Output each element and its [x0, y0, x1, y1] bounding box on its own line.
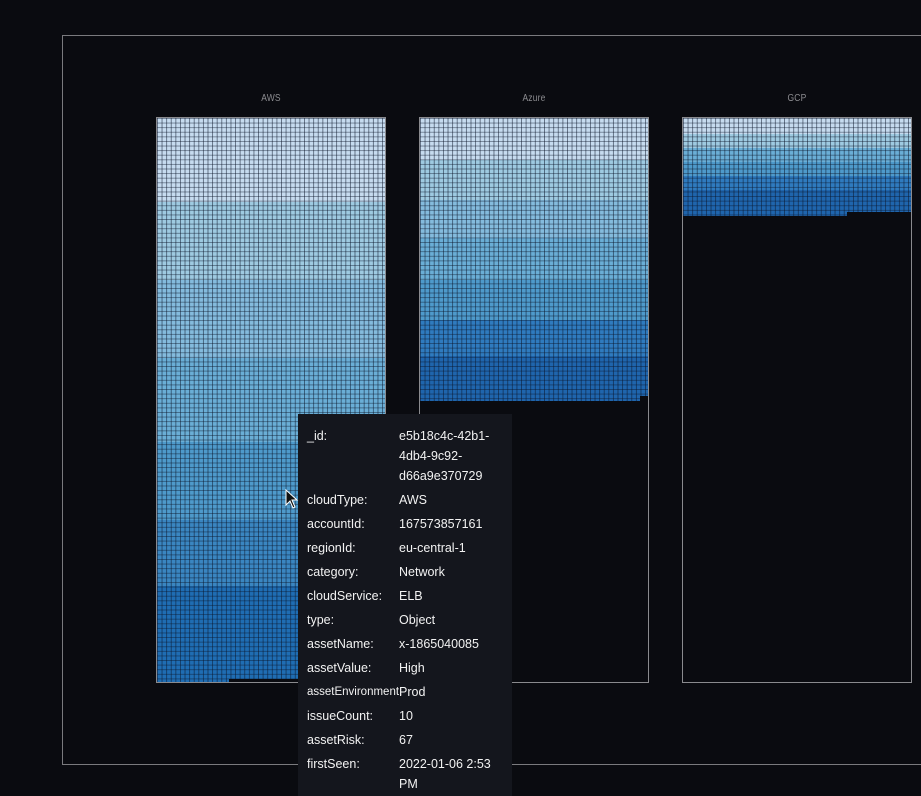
waffle-band[interactable] — [157, 202, 385, 280]
waffle-band[interactable] — [683, 176, 911, 190]
tooltip: _id: e5b18c4c-42b1- 4db4-9c92- d66a9e37072… — [298, 414, 512, 796]
tooltip-key: assetValue: — [307, 661, 372, 675]
waffle-band[interactable] — [420, 160, 648, 200]
tooltip-key: cloudType: — [307, 493, 368, 507]
tooltip-key: cloudService: — [307, 589, 383, 603]
tooltip-key: issueCount: — [307, 709, 374, 723]
tooltip-key: firstSeen: — [307, 757, 360, 771]
waffle-band[interactable] — [420, 356, 648, 401]
tooltip-row: accountId: 167573857161 — [307, 514, 504, 534]
tooltip-row: firstSeen: 2022-01-06 2:53 PM — [307, 754, 504, 794]
waffle-band[interactable] — [683, 118, 911, 134]
tooltip-key: regionId: — [307, 541, 356, 555]
waffle-band[interactable] — [420, 280, 648, 320]
tooltip-key: assetName: — [307, 637, 374, 651]
waffle-band[interactable] — [420, 118, 648, 160]
tooltip-key: accountId: — [307, 517, 365, 531]
tooltip-key: assetEnvironment: — [307, 686, 403, 698]
waffle-band[interactable] — [157, 118, 385, 202]
tooltip-value: 67 — [399, 733, 413, 747]
facet-title-gcp: GCP — [787, 93, 807, 104]
tooltip-value: 10 — [399, 709, 413, 723]
tooltip-key: assetRisk: — [307, 733, 365, 747]
tooltip-value: e5b18c4c-42b1- 4db4-9c92- d66a9e370729 — [399, 429, 490, 483]
tooltip-key: _id: — [307, 429, 328, 443]
tooltip-row: type: Object — [307, 610, 504, 630]
tooltip-value: Object — [399, 613, 436, 627]
tooltip-row: assetName: x-1865040085 — [307, 634, 504, 654]
tooltip-row: issueCount: 10 — [307, 706, 504, 726]
waffle-band[interactable] — [683, 134, 911, 148]
tooltip-row: _id: e5b18c4c-42b1- 4db4-9c92- d66a9e37072… — [307, 426, 504, 486]
tooltip-value: AWS — [399, 493, 428, 507]
waffle-partial-row — [847, 212, 911, 216]
tooltip-value: 167573857161 — [399, 517, 483, 531]
tooltip-row: assetRisk: 67 — [307, 730, 504, 750]
tooltip-key: category: — [307, 565, 359, 579]
waffle-band[interactable] — [420, 238, 648, 280]
mouse-cursor-icon — [285, 489, 299, 509]
tooltip-value: Network — [399, 565, 445, 579]
waffle-band[interactable] — [157, 280, 385, 358]
tooltip-value: eu-central-1 — [399, 541, 466, 555]
tooltip-row: assetValue: High — [307, 658, 504, 678]
waffle-band[interactable] — [683, 148, 911, 162]
facet-title-aws: AWS — [261, 93, 281, 104]
tooltip-row: cloudType: AWS — [307, 490, 504, 510]
tooltip-value: ELB — [399, 589, 423, 603]
waffle-partial-row — [640, 396, 648, 401]
waffle-band[interactable] — [420, 200, 648, 238]
tooltip-value: x-1865040085 — [399, 637, 479, 651]
tooltip-row: cloudService: ELB — [307, 586, 504, 606]
tooltip-value: High — [399, 661, 425, 675]
waffle-band[interactable] — [420, 320, 648, 356]
waffle-band[interactable] — [683, 162, 911, 176]
tooltip-row: regionId: eu-central-1 — [307, 538, 504, 558]
tooltip-row: category: Network — [307, 562, 504, 582]
tooltip-key: type: — [307, 613, 335, 627]
tooltip-value: Prod — [399, 685, 426, 699]
tooltip-row: assetEnvironment: Prod — [307, 682, 504, 702]
tooltip-value: 2022-01-06 2:53 PM — [399, 757, 491, 791]
facet-gcp-waffle[interactable] — [682, 117, 912, 683]
facet-title-azure: Azure — [522, 93, 546, 104]
